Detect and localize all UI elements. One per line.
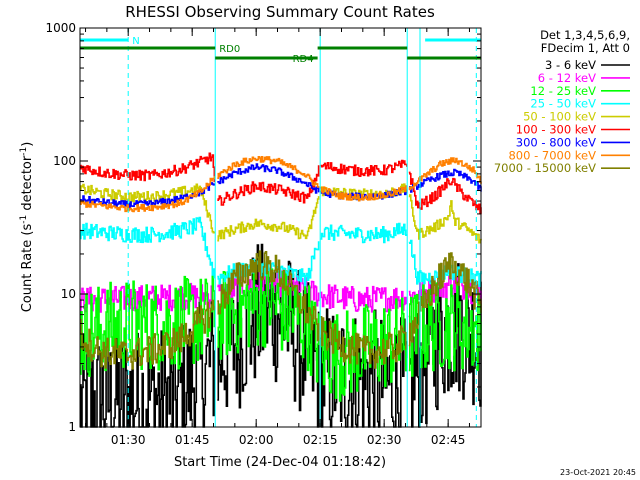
series-line: [80, 183, 482, 244]
y-axis-label: Count Rate (s-1 detector-1): [19, 142, 35, 313]
y-tick-label: 1000: [45, 21, 76, 35]
legend-header-line: Det 1,3,4,5,6,9,: [540, 28, 630, 42]
legend-label: 50 - 100 keV: [523, 110, 596, 124]
y-axis-label-sup: -1: [19, 147, 29, 156]
legend-header-line: FDecim 1, Att 0: [541, 41, 630, 55]
overlay-layer: N RD0 RD4: [79, 28, 481, 427]
y-axis-label-part: ): [20, 142, 35, 147]
series-line: [80, 156, 482, 213]
chart-title: RHESSI Observing Summary Count Rates: [125, 3, 435, 21]
series-line: [80, 250, 482, 370]
series-line: [80, 163, 482, 209]
legend-label: 7000 - 15000 keV: [494, 161, 596, 175]
y-tick-label: 10: [61, 287, 76, 301]
flag-label: RD4: [293, 54, 314, 65]
y-axis-label-sup: -1: [19, 215, 29, 224]
x-tick-label: 01:45: [175, 433, 210, 447]
x-tick-label: 02:30: [367, 433, 402, 447]
y-tick-label: 100: [53, 154, 76, 168]
legend: Det 1,3,4,5,6,9, FDecim 1, Att 0 3 - 6 k…: [494, 28, 630, 175]
x-axis-label: Start Time (24-Dec-04 01:18:42): [174, 455, 386, 470]
x-tick-label: 02:45: [431, 433, 466, 447]
series-layer: [80, 152, 482, 428]
legend-label: 3 - 6 keV: [545, 58, 596, 72]
legend-label: 100 - 300 keV: [516, 123, 596, 137]
series-line: [80, 152, 482, 215]
legend-label: 12 - 25 keV: [530, 84, 596, 98]
y-axis-label-part: detector: [20, 155, 35, 215]
x-tick-label: 02:15: [303, 433, 338, 447]
x-tick-label: 01:30: [111, 433, 146, 447]
y-tick-label: 1: [68, 420, 76, 434]
legend-label: 300 - 800 keV: [516, 135, 596, 149]
axis-layer: 1 10 100 1000 01:30 01:45 02:00 02:15 02:30 02:45: [45, 21, 481, 447]
legend-label: 25 - 50 keV: [530, 97, 596, 111]
legend-label: 800 - 7000 keV: [508, 148, 596, 162]
x-tick-label: 02:00: [239, 433, 274, 447]
flag-label: N: [132, 36, 139, 47]
footer-timestamp: 23-Oct-2021 20:45: [560, 468, 636, 477]
legend-label: 6 - 12 keV: [538, 71, 596, 85]
flag-label: RD0: [219, 44, 240, 55]
plot-frame: [79, 27, 482, 428]
y-axis-label-part: Count Rate (s: [20, 224, 35, 313]
